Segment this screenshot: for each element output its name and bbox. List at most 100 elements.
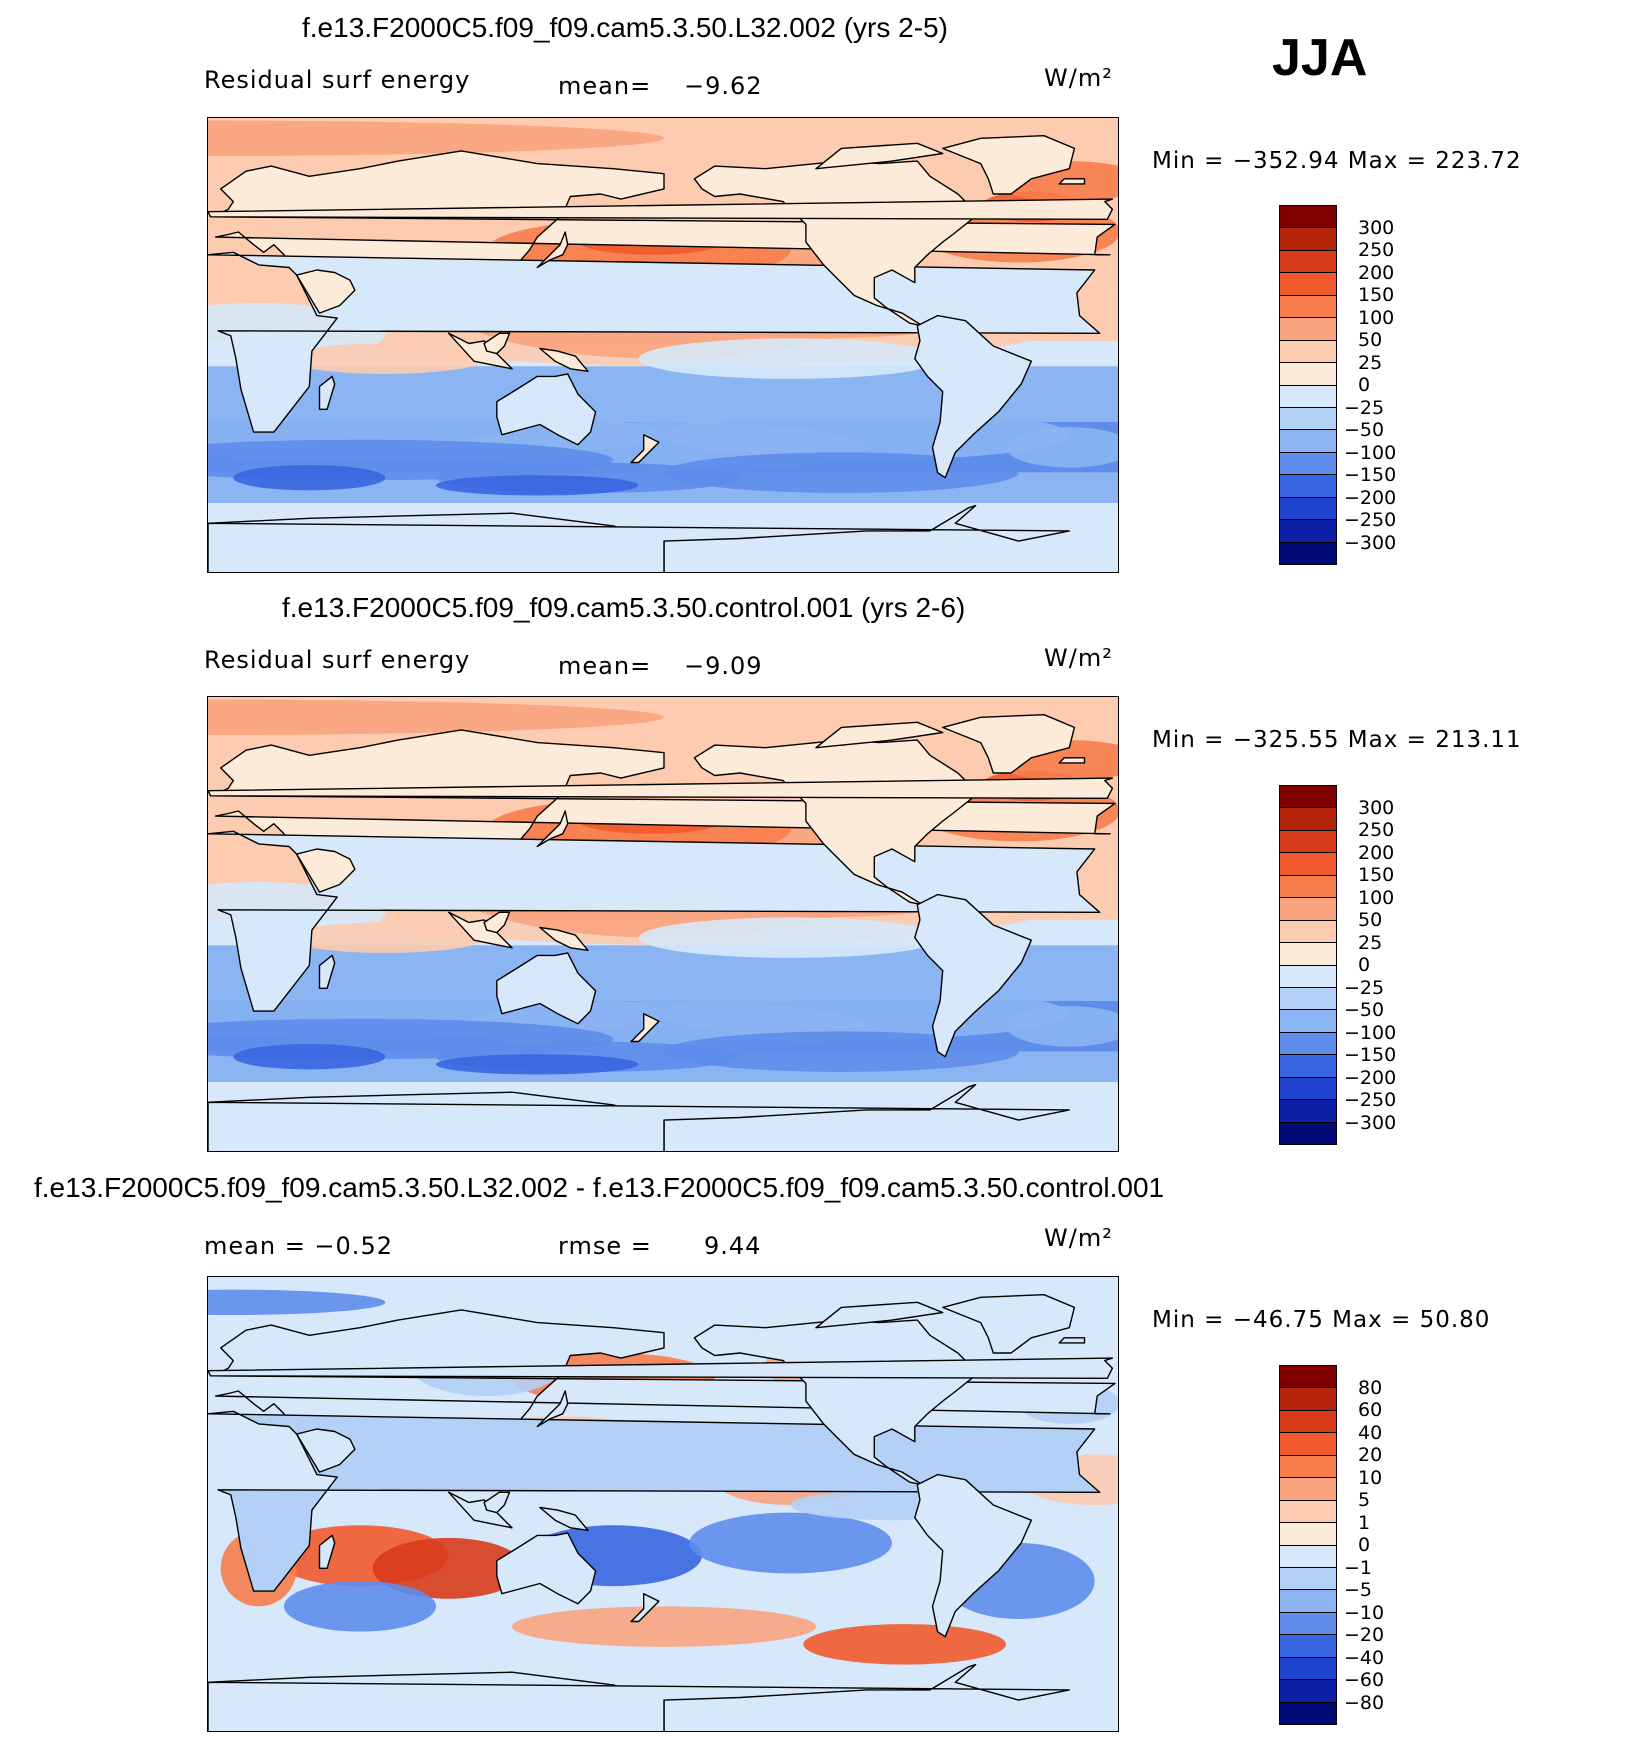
panel1-variable-label: Residual surf energy xyxy=(204,66,471,94)
colorbar-swatch xyxy=(1280,830,1336,854)
colorbar-swatch xyxy=(1280,987,1336,1011)
colorbar-swatch xyxy=(1280,920,1336,944)
colorbar-swatch xyxy=(1280,228,1336,251)
colorbar-swatch xyxy=(1280,1680,1336,1703)
colorbar-tick-label: −250 xyxy=(1344,509,1397,531)
colorbar-swatch xyxy=(1280,1567,1336,1591)
colorbar-tick-label: −300 xyxy=(1344,1111,1397,1134)
coastline-iceland xyxy=(1058,1337,1086,1344)
colorbar-swatch xyxy=(1280,1410,1336,1434)
coastline-japan xyxy=(536,231,569,269)
colorbar-tick-label: −5 xyxy=(1344,1579,1373,1601)
panel3-rmse-label: rmse = xyxy=(558,1232,652,1260)
colorbar-tick-label: 60 xyxy=(1358,1399,1383,1421)
field-contour xyxy=(372,1537,525,1599)
panel3-title: f.e13.F2000C5.f09_f09.cam5.3.50.L32.002 … xyxy=(34,1172,1165,1203)
coastline-arabia xyxy=(295,848,356,893)
coastline-japan xyxy=(536,810,569,848)
field-contour xyxy=(664,452,1019,493)
coastline-antarctica2 xyxy=(208,1083,1070,1151)
map-canvas xyxy=(208,697,1118,1151)
panel3-units: W/m² xyxy=(1044,1224,1113,1252)
colorbar-swatch xyxy=(1280,1523,1336,1546)
colorbar-swatch xyxy=(1280,206,1336,229)
colorbar-swatch xyxy=(1280,1433,1336,1456)
coastline-australia xyxy=(496,373,597,446)
field-contour xyxy=(208,699,664,735)
colorbar-tick-label: 25 xyxy=(1358,931,1383,954)
colorbar-tick-label: 50 xyxy=(1358,909,1383,931)
field-contour xyxy=(664,1031,1019,1072)
colorbar-tick-label: −100 xyxy=(1344,1021,1397,1044)
coastline-indonesia xyxy=(447,911,513,949)
colorbar-tick-label: 250 xyxy=(1358,819,1395,841)
coastline-arcticislands xyxy=(815,1301,944,1329)
colorbar-tick-label: −250 xyxy=(1344,1089,1397,1111)
coastline-nz xyxy=(630,1593,660,1623)
colorbar-tick-label: −10 xyxy=(1344,1601,1385,1624)
panel3-rmse-value: 9.44 xyxy=(704,1232,762,1260)
colorbar-swatch xyxy=(1280,318,1336,341)
colorbar-tick-label: −150 xyxy=(1344,1044,1397,1066)
colorbar-swatch xyxy=(1280,1455,1336,1479)
panel1-title: f.e13.F2000C5.f09_f09.cam5.3.50.L32.002 … xyxy=(302,12,948,43)
panel3-colorbar xyxy=(1279,1365,1337,1725)
colorbar-tick-label: 300 xyxy=(1358,216,1395,239)
map-canvas xyxy=(208,1277,1118,1731)
coastline-greenland xyxy=(942,1294,1076,1354)
colorbar-swatch xyxy=(1280,295,1336,319)
colorbar-swatch xyxy=(1280,1388,1336,1411)
coastline-africa xyxy=(208,251,1101,433)
field-contour xyxy=(436,1054,639,1075)
colorbar-swatch xyxy=(1280,1010,1336,1033)
coastline-newguinea xyxy=(539,347,589,373)
coastline-indonesia xyxy=(447,332,513,370)
colorbar-swatch xyxy=(1280,430,1336,453)
colorbar-swatch xyxy=(1280,1478,1336,1501)
coastline-australia xyxy=(496,952,597,1025)
colorbar-tick-label: 5 xyxy=(1358,1489,1371,1511)
colorbar-tick-label: −25 xyxy=(1344,976,1385,999)
colorbar-tick-label: −40 xyxy=(1344,1646,1385,1669)
coastline-newguinea xyxy=(539,926,589,952)
colorbar-tick-label: 150 xyxy=(1358,864,1395,886)
colorbar-swatch xyxy=(1280,1500,1336,1524)
colorbar-swatch xyxy=(1280,1055,1336,1078)
field-contour xyxy=(512,1606,816,1647)
coastline-madagascar xyxy=(318,954,336,989)
colorbar-tick-label: 100 xyxy=(1358,306,1395,329)
panel3-minmax: Min = −46.75 Max = 50.80 xyxy=(1152,1307,1491,1333)
panel2-mean-value: −9.09 xyxy=(684,652,763,680)
field-contour xyxy=(1006,427,1118,468)
field-contour xyxy=(1006,1006,1118,1047)
colorbar-swatch xyxy=(1280,875,1336,899)
coastline-borneo xyxy=(483,1491,511,1514)
colorbar-tick-label: 0 xyxy=(1358,374,1371,396)
panel1-minmax: Min = −352.94 Max = 223.72 xyxy=(1152,148,1522,174)
coastline-borneo xyxy=(483,911,511,934)
panel1-map xyxy=(207,117,1119,573)
field-contour xyxy=(233,1044,386,1070)
coastline-antarctica2 xyxy=(208,1663,1070,1731)
colorbar-tick-label: −200 xyxy=(1344,486,1397,509)
panel1-mean-label: mean= xyxy=(558,72,652,100)
coastline-sam xyxy=(914,1473,1032,1638)
coastline-iceland xyxy=(1058,757,1086,764)
coastline-japan xyxy=(536,1390,569,1428)
colorbar-tick-label: −80 xyxy=(1344,1691,1385,1714)
colorbar-tick-label: −200 xyxy=(1344,1066,1397,1089)
colorbar-tick-label: −20 xyxy=(1344,1624,1385,1646)
colorbar-swatch xyxy=(1280,452,1336,476)
colorbar-tick-label: 80 xyxy=(1358,1376,1383,1399)
colorbar-swatch xyxy=(1280,1100,1336,1123)
colorbar-tick-label: −300 xyxy=(1344,531,1397,554)
colorbar-swatch xyxy=(1280,786,1336,809)
coastline-greenland xyxy=(942,135,1076,195)
field-contour xyxy=(803,1624,1007,1665)
coastline-africa xyxy=(208,1410,1101,1592)
colorbar-swatch xyxy=(1280,1545,1336,1568)
colorbar-swatch xyxy=(1280,497,1336,521)
colorbar-swatch xyxy=(1280,1657,1336,1681)
coastline-indonesia xyxy=(447,1491,513,1529)
colorbar-tick-label: 10 xyxy=(1358,1466,1383,1489)
